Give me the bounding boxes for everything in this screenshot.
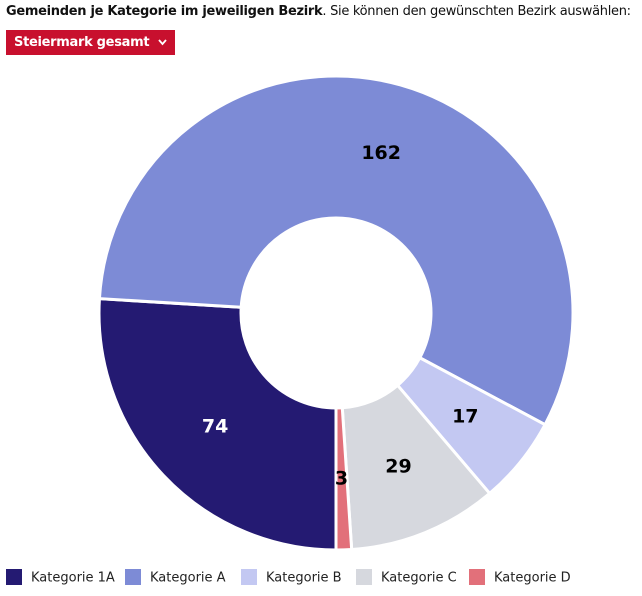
dropdown[interactable]: Steiermark gesamt: [6, 30, 175, 55]
slice: [97, 74, 575, 427]
data-label: 74: [202, 415, 228, 437]
header-title: Gemeinden je Kategorie im jeweiligen Bez…: [6, 4, 323, 19]
legend-swatch: [469, 569, 485, 585]
legend-label: Kategorie B: [266, 571, 342, 586]
header-text: . Sie können den gewünschten Bezirk ausw…: [322, 4, 631, 19]
legend-swatch: [6, 569, 22, 585]
header: Gemeinden je Kategorie im jeweiligen Bez…: [6, 4, 631, 19]
slice: [334, 406, 354, 552]
legend-swatch: [125, 569, 141, 585]
slice: [97, 297, 338, 552]
legend-label: Kategorie 1A: [31, 571, 115, 586]
data-label: 3: [335, 467, 348, 489]
legend-swatch: [356, 569, 372, 585]
chevron: [157, 39, 167, 46]
legend-label: Kategorie C: [381, 571, 457, 586]
legend-swatch: [241, 569, 257, 585]
data-label: 29: [385, 455, 411, 477]
legend-label: Kategorie D: [494, 571, 571, 586]
legend-label: Kategorie A: [150, 571, 226, 586]
data-label: 162: [361, 142, 401, 164]
dropdown-label: Steiermark gesamt: [14, 35, 150, 50]
data-label: 17: [452, 406, 478, 428]
